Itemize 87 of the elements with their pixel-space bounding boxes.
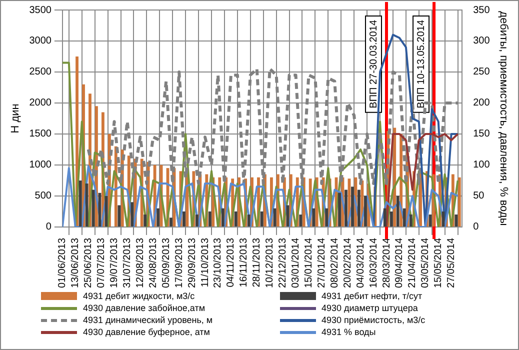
- y-axis-title: Н дин: [10, 104, 22, 134]
- x-tick-label: 05/09/2013: [160, 238, 172, 288]
- x-tick-label: 31/07/2013: [122, 238, 134, 288]
- bar: [312, 208, 316, 226]
- bar: [286, 205, 290, 226]
- x-tick-label: 08/02/2014: [329, 238, 340, 288]
- x-tick-label: 24/08/2013: [148, 238, 159, 288]
- x-tick-label: 25/06/2013: [83, 238, 94, 288]
- x-tick-label: 22/12/2013: [278, 238, 289, 288]
- bar: [396, 196, 400, 226]
- y2-tick-label: 300: [473, 36, 490, 47]
- bar: [273, 208, 276, 226]
- bar: [390, 211, 393, 226]
- x-tick-label: 11/10/2013: [200, 238, 211, 288]
- y-tick-label: 1000: [29, 160, 52, 171]
- x-tick-label: 10/12/2013: [264, 238, 276, 288]
- x-tick-label: 09/04/2014: [394, 238, 406, 288]
- bar: [338, 192, 341, 226]
- x-tick-label: 04/11/2013: [226, 238, 237, 288]
- x-tick-label: 17/09/2013: [174, 238, 185, 288]
- y-tick-label: 500: [34, 190, 52, 202]
- x-tick-label: 28/03/2014: [381, 238, 392, 288]
- bar: [344, 190, 348, 226]
- y2-tick-label: 150: [473, 128, 490, 140]
- x-tick-label: 23/10/2013: [212, 238, 224, 288]
- y2-tick-label: 350: [473, 4, 490, 16]
- y-tick-label: 0: [46, 222, 52, 233]
- bar: [130, 202, 134, 226]
- y2-tick-label: 100: [473, 160, 490, 171]
- x-tick-label: 27/01/2014: [316, 238, 328, 288]
- legend-label: 4931 динамический уровень, м: [83, 315, 213, 325]
- bar: [325, 208, 328, 226]
- bar: [118, 205, 121, 226]
- bar: [351, 186, 354, 226]
- y-tick-label: 3500: [29, 4, 52, 16]
- bar: [458, 177, 461, 226]
- bar: [358, 190, 360, 226]
- bar: [234, 211, 238, 226]
- ref-line-label: ВПП 27-30.03.2014: [368, 20, 380, 108]
- x-tick-label: 28/11/2013: [252, 238, 263, 288]
- y-tick-label: 3000: [29, 36, 52, 47]
- x-tick-label: 12/08/2013: [134, 238, 146, 288]
- x-tick-label: 04/03/2014: [355, 238, 366, 288]
- y2-tick-label: 250: [473, 66, 490, 78]
- ref-line-label: ВПП 10-13.05.2014: [416, 20, 427, 108]
- y2-tick-label: 0: [473, 222, 480, 233]
- bar: [299, 214, 302, 226]
- x-tick-label: 01/06/2013: [57, 238, 68, 288]
- x-tick-label: 19/07/2013: [109, 238, 120, 288]
- bar: [170, 218, 172, 226]
- bar: [104, 196, 108, 226]
- bar: [156, 208, 160, 226]
- x-tick-label: 27/05/2014: [446, 238, 458, 288]
- x-tick-label: 16/03/2014: [368, 238, 380, 288]
- x-tick-label: 03/01/2014: [290, 238, 302, 288]
- bar: [454, 214, 458, 226]
- bar: [409, 214, 412, 226]
- legend-label: 4930 приёмистость, м3/с: [322, 315, 426, 325]
- x-tick-label: 21/04/2014: [407, 238, 418, 288]
- x-tick-label: 03/05/2014: [420, 238, 432, 288]
- y2-axis-title: дебиты, приемистость, давления, % воды: [497, 11, 510, 226]
- legend-label: 4931 % воды: [322, 327, 376, 337]
- bar: [195, 214, 198, 226]
- legend-label: 4931 дебит жидкости, м3/с: [83, 291, 195, 301]
- legend-label: 4930 давление забойное,атм: [83, 303, 206, 313]
- y-tick-label: 2500: [29, 66, 52, 78]
- y2-tick-label: 200: [473, 98, 490, 109]
- y2-tick-label: 50: [473, 190, 485, 202]
- bar: [364, 196, 367, 226]
- bar: [402, 208, 406, 226]
- x-tick-label: 07/07/2013: [96, 238, 108, 288]
- bar: [144, 214, 147, 226]
- bar: [221, 208, 224, 226]
- x-tick-label: 15/05/2014: [433, 238, 444, 288]
- y-tick-label: 2000: [29, 98, 52, 109]
- legend-label: 4930 диаметр штуцера: [322, 303, 418, 313]
- y-tick-label: 1500: [29, 128, 52, 140]
- legend-label: 4930 давление буферное, атм: [83, 327, 210, 337]
- bar: [383, 208, 386, 226]
- bar: [182, 211, 186, 226]
- x-tick-label: 16/11/2013: [238, 238, 250, 288]
- legend-label: 4931 дебит нефти, т/сут: [322, 291, 422, 301]
- x-tick-label: 13/06/2013: [70, 238, 82, 288]
- x-tick-label: 29/09/2013: [186, 238, 198, 288]
- x-tick-label: 20/02/2014: [342, 238, 354, 288]
- x-tick-label: 15/01/2014: [303, 238, 314, 288]
- bar: [208, 211, 212, 226]
